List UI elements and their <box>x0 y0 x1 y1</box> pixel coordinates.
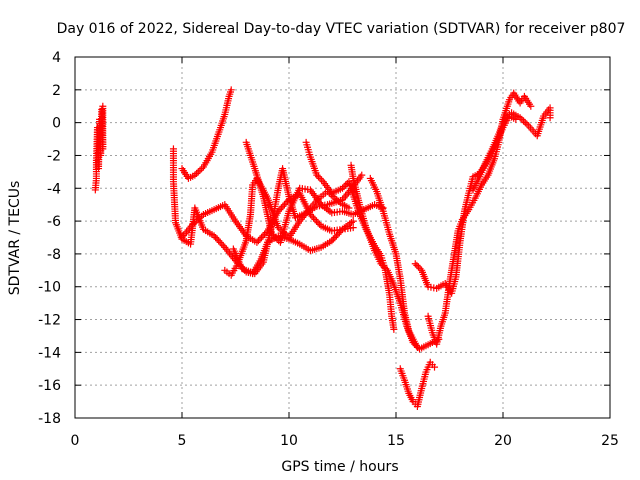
data-point <box>527 102 535 110</box>
data-point <box>413 343 421 351</box>
data-point <box>523 120 531 128</box>
data-point <box>411 260 419 268</box>
x-tick-label: 0 <box>71 433 80 449</box>
data-point <box>518 115 526 123</box>
data-point <box>279 202 287 210</box>
x-tick-label: 25 <box>601 433 619 449</box>
data-point <box>328 237 336 245</box>
data-points <box>91 86 554 411</box>
x-tick-label: 10 <box>280 433 298 449</box>
data-point <box>316 174 324 182</box>
data-point <box>340 183 348 191</box>
grid-lines <box>75 57 610 418</box>
data-point <box>431 363 439 371</box>
y-tick-label: -18 <box>38 411 61 427</box>
data-point <box>257 234 265 241</box>
data-point <box>337 227 345 235</box>
data-point <box>314 173 322 181</box>
data-point <box>256 235 264 243</box>
y-tick-label: 2 <box>52 83 61 99</box>
y-tick-label: -8 <box>47 247 61 263</box>
x-tick-label: 20 <box>494 433 512 449</box>
y-tick-label: -4 <box>47 181 61 197</box>
data-point <box>390 325 398 333</box>
x-axis-label: GPS time / hours <box>281 459 398 475</box>
chart-title: Day 016 of 2022, Sidereal Day-to-day VTE… <box>57 21 626 37</box>
data-point <box>416 265 424 273</box>
x-tick-label: 5 <box>178 433 187 449</box>
data-point <box>334 230 342 238</box>
data-point <box>546 114 554 122</box>
plot-frame <box>74 56 611 419</box>
data-point <box>213 235 221 243</box>
data-point <box>309 214 317 222</box>
y-axis-ticks: 4 2 0 -2 -4 -6 -8 -10 -12 -14 -16 -18 <box>38 50 610 427</box>
data-point <box>339 184 346 192</box>
data-point <box>193 170 201 178</box>
data-point <box>196 166 204 174</box>
y-tick-label: -10 <box>38 280 61 296</box>
data-point <box>516 114 524 122</box>
y-axis-label: SDTVAR / TECUs <box>7 181 23 296</box>
data-point <box>349 217 357 225</box>
data-point <box>329 235 337 243</box>
data-point <box>331 234 339 241</box>
data-point <box>194 168 202 176</box>
data-point <box>212 234 220 241</box>
data-point <box>227 86 235 94</box>
data-point <box>413 261 421 269</box>
y-tick-label: -14 <box>38 345 61 361</box>
data-point <box>210 232 218 240</box>
data-point <box>349 224 357 232</box>
data-point <box>313 217 321 225</box>
data-point <box>358 171 366 179</box>
data-point <box>277 204 285 212</box>
data-point <box>380 263 388 271</box>
data-point <box>521 119 529 127</box>
data-point <box>191 171 199 179</box>
data-point <box>342 181 350 189</box>
data-point <box>273 235 281 243</box>
data-point <box>377 260 385 268</box>
data-point <box>198 165 206 173</box>
data-point <box>316 220 324 228</box>
data-point <box>219 242 227 250</box>
data-point <box>261 230 269 238</box>
data-point <box>379 261 387 269</box>
data-point <box>218 240 226 248</box>
data-point <box>318 176 326 184</box>
data-point <box>308 212 316 220</box>
data-point <box>259 232 267 240</box>
data-point <box>311 215 319 223</box>
data-point <box>520 117 528 125</box>
x-axis-ticks: 0 5 10 15 20 25 <box>71 57 619 449</box>
data-point <box>215 237 223 245</box>
y-tick-label: -12 <box>38 313 61 329</box>
y-tick-label: -16 <box>38 378 61 394</box>
data-point <box>313 171 321 179</box>
y-tick-label: -2 <box>47 148 61 164</box>
data-point <box>253 238 261 246</box>
data-point <box>276 206 284 214</box>
data-point <box>280 201 288 209</box>
data-point <box>254 237 262 245</box>
y-tick-label: 0 <box>52 116 61 132</box>
y-tick-label: -6 <box>47 214 61 230</box>
data-point <box>314 219 322 227</box>
data-point <box>414 263 422 271</box>
x-tick-label: 15 <box>387 433 405 449</box>
data-point <box>99 102 107 110</box>
data-point <box>332 232 340 240</box>
data-point <box>216 238 224 246</box>
data-point <box>271 234 279 241</box>
y-tick-label: 4 <box>52 50 61 66</box>
data-point <box>382 265 390 273</box>
